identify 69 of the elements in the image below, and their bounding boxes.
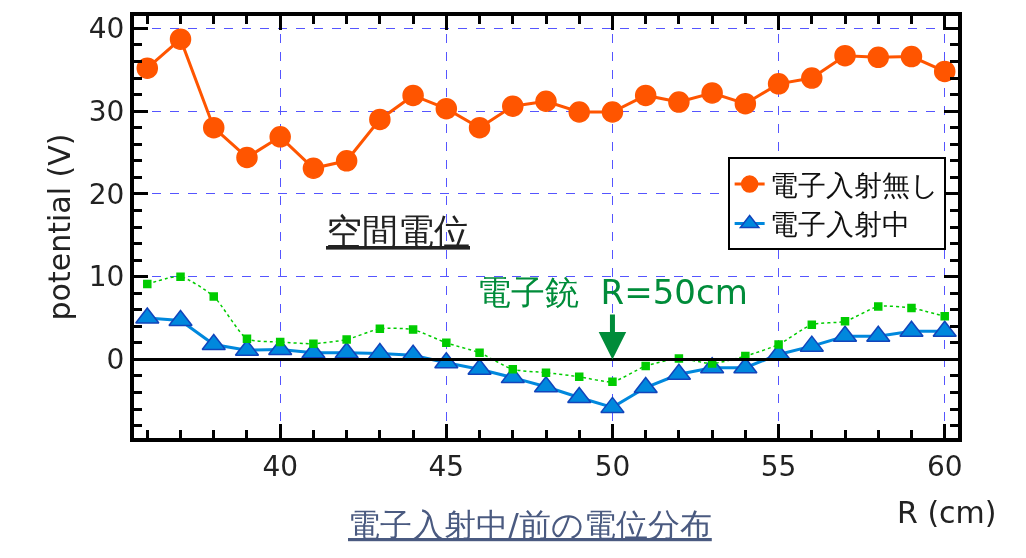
point — [275, 337, 285, 347]
point — [840, 317, 850, 326]
y-tick-label: 10 — [88, 260, 125, 294]
y-tick-label: 40 — [88, 12, 125, 46]
point — [701, 82, 723, 104]
point — [369, 108, 391, 131]
x-tick-label: 60 — [926, 449, 963, 483]
point — [541, 368, 551, 377]
point — [176, 272, 185, 281]
point — [236, 146, 258, 169]
x-tick-label: 55 — [760, 449, 797, 483]
point — [807, 320, 817, 329]
y-tick-label: 0 — [106, 343, 125, 377]
point — [568, 101, 590, 123]
y-axis-title: potential (V) — [42, 133, 78, 321]
point — [767, 73, 790, 95]
point — [342, 335, 351, 344]
point — [136, 57, 159, 79]
annotation: 電子銃 R=50cm — [477, 272, 748, 312]
annotation: 空間電位 — [326, 211, 470, 252]
point — [375, 324, 385, 334]
y-tick-label: 20 — [88, 177, 125, 211]
point — [574, 372, 584, 382]
x-axis-title: R (cm) — [897, 495, 997, 530]
point — [209, 292, 218, 301]
point — [442, 338, 451, 348]
x-tick-label: 45 — [428, 449, 465, 483]
point — [774, 340, 783, 349]
point — [302, 157, 325, 179]
point — [940, 312, 949, 321]
point — [502, 95, 524, 117]
point — [874, 302, 883, 311]
y-tick-label: 30 — [88, 94, 125, 128]
point — [899, 320, 924, 338]
point — [600, 396, 625, 414]
point — [900, 45, 923, 68]
point — [668, 91, 690, 113]
text: 電子入射中/前の電位分布 — [348, 506, 712, 544]
point — [933, 60, 956, 83]
point — [242, 334, 252, 343]
point — [801, 67, 823, 89]
point — [168, 309, 193, 327]
legend-label: 電子入射無し — [769, 168, 939, 202]
point — [335, 150, 358, 172]
point — [467, 358, 492, 376]
legend-label: 電子入射中 — [769, 208, 910, 242]
point — [633, 376, 658, 394]
point — [834, 44, 856, 67]
point — [608, 377, 617, 386]
point — [508, 365, 518, 374]
point — [867, 46, 890, 69]
point — [907, 303, 916, 313]
point — [641, 361, 650, 371]
point — [203, 116, 225, 139]
point — [269, 126, 291, 148]
point — [535, 90, 557, 112]
point — [309, 339, 318, 348]
point — [402, 84, 424, 107]
x-tick-label: 50 — [594, 449, 631, 483]
point — [169, 28, 192, 50]
point — [143, 279, 152, 289]
point — [601, 101, 624, 123]
point — [634, 84, 657, 107]
point — [734, 92, 757, 115]
point — [408, 325, 418, 334]
point — [475, 348, 484, 358]
point — [435, 97, 458, 120]
point — [468, 116, 491, 139]
x-tick-label: 40 — [262, 449, 299, 483]
